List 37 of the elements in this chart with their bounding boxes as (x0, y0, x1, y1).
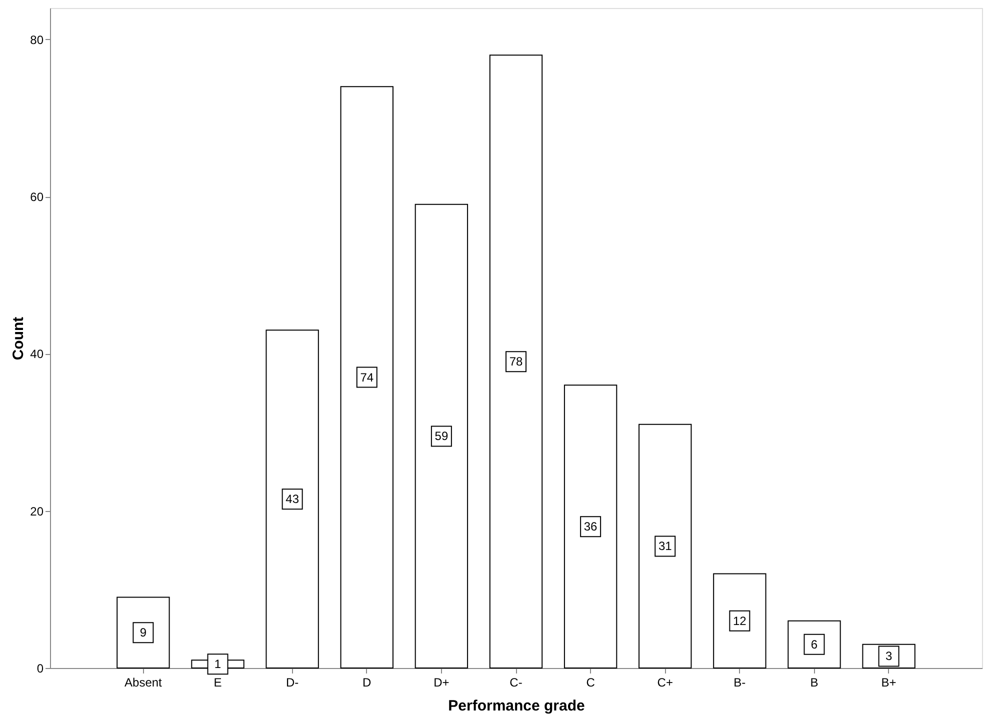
x-tick-label: D- (286, 676, 299, 690)
x-tick-label: Absent (124, 676, 163, 690)
bar (116, 596, 170, 668)
y-tick-label: 0 (36, 662, 44, 676)
x-tick-label: D+ (434, 676, 450, 690)
bar (489, 54, 543, 668)
y-tick-label: 60 (30, 190, 44, 204)
y-tick-label: 80 (30, 32, 44, 47)
bar (638, 424, 692, 668)
data-label: 1 (214, 657, 222, 672)
y-tick-label: 40 (30, 347, 44, 362)
data-label: 31 (658, 539, 672, 554)
data-label: 36 (584, 520, 598, 534)
bar (713, 573, 766, 668)
data-label: 78 (509, 354, 523, 369)
x-tick-label: E (214, 676, 222, 690)
bar (340, 86, 394, 668)
data-label: 59 (434, 429, 448, 444)
data-label: 9 (140, 626, 147, 640)
x-tick-label: B (810, 676, 818, 690)
bar (564, 384, 618, 668)
data-label: 74 (360, 370, 374, 384)
x-tick-label: C+ (657, 676, 673, 690)
data-label: 6 (810, 637, 818, 652)
x-tick-label: D (362, 676, 372, 690)
data-label: 12 (733, 614, 747, 628)
y-tick-label: 20 (30, 504, 44, 518)
x-tick-label: C- (510, 676, 522, 690)
y-axis-title: Count (10, 316, 28, 360)
x-tick-label: B- (734, 676, 746, 690)
x-tick-label: C (586, 676, 596, 690)
bar (266, 330, 319, 668)
x-axis-title: Performance grade (448, 698, 585, 714)
x-tick-label: B+ (881, 676, 896, 690)
data-label: 43 (286, 492, 300, 506)
data-label: 3 (885, 649, 892, 664)
bar (414, 204, 468, 668)
